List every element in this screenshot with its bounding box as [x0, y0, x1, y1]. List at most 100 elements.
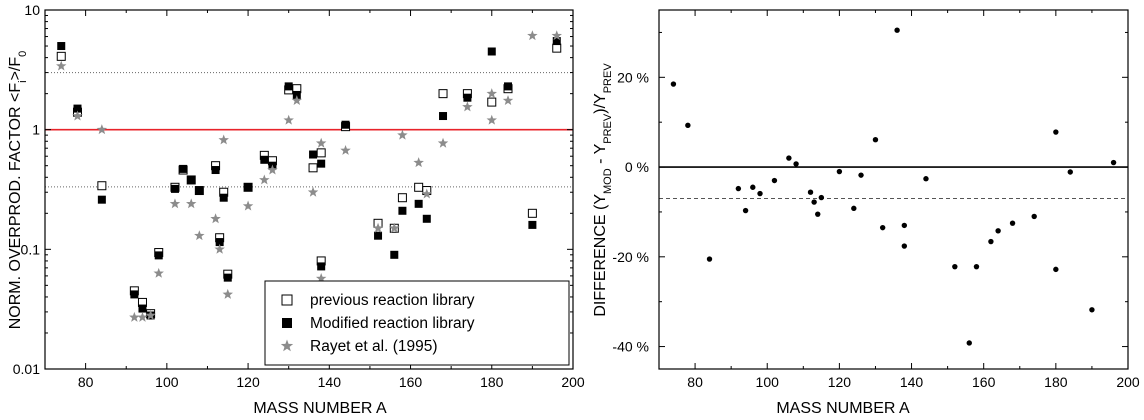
left-x-axis-label: MASS NUMBER A — [253, 400, 387, 417]
right-x-tick-label: 80 — [687, 374, 703, 390]
data-point-modified — [439, 112, 448, 121]
data-point-rayet — [194, 230, 205, 241]
data-point-rayet — [372, 222, 384, 233]
legend-label: Rayet et al. (1995) — [310, 338, 438, 355]
left-chart: 80 100 120 140 160 180 200 0.01 0.1 1 10 MASS NUMB… — [7, 2, 585, 417]
data-point-previous — [487, 97, 497, 107]
data-point-difference — [1031, 213, 1037, 220]
left-y-axis-label: NORM. OVERPROD. FACTOR <Fi>/F0 — [7, 51, 29, 330]
data-point-rayet — [259, 174, 270, 185]
data-point-difference — [1009, 220, 1016, 226]
data-point-rayet — [242, 200, 254, 211]
data-point-rayet — [397, 129, 408, 140]
data-point-difference — [923, 176, 929, 182]
data-point-modified — [552, 37, 561, 46]
data-point-difference — [793, 161, 799, 167]
data-point-difference — [685, 122, 691, 129]
legend-open-square-icon — [281, 294, 293, 306]
left-y-tick-label: 1 — [32, 122, 40, 138]
data-point-difference — [851, 205, 857, 212]
data-point-previous — [527, 208, 537, 218]
legend-box — [264, 280, 570, 366]
right-x-tick-label: 160 — [972, 374, 996, 390]
data-point-rayet — [462, 101, 473, 112]
data-point-difference — [973, 263, 980, 270]
data-point-difference — [750, 184, 756, 190]
data-point-difference — [872, 136, 879, 143]
data-point-difference — [858, 172, 864, 178]
data-point-difference — [1053, 266, 1059, 273]
data-point-modified — [179, 164, 188, 173]
data-point-modified — [341, 120, 350, 129]
data-point-difference — [1053, 129, 1059, 135]
data-point-rayet — [145, 309, 156, 320]
left-x-tick-label: 200 — [561, 374, 585, 390]
data-point-difference — [786, 155, 792, 161]
data-point-rayet — [291, 95, 303, 106]
data-point-difference — [706, 256, 713, 262]
data-point-rayet — [307, 186, 319, 197]
data-point-modified — [390, 250, 399, 259]
left-x-tick-label: 100 — [155, 374, 179, 390]
data-point-previous — [308, 163, 318, 173]
right-y-tick-label: -40 % — [612, 339, 649, 355]
data-point-rayet — [551, 30, 562, 41]
legend-label: previous reaction library — [310, 292, 475, 309]
data-point-modified — [154, 251, 163, 260]
right-x-tick-label: 100 — [756, 374, 780, 390]
data-point-rayet — [218, 134, 229, 145]
data-point-difference — [995, 228, 1001, 234]
left-legend: previous reaction library Modified reacti… — [264, 280, 570, 366]
data-point-difference — [836, 168, 843, 175]
right-y-tick-label: -20 % — [612, 249, 649, 265]
left-x-tick-label: 80 — [78, 374, 94, 390]
data-point-difference — [771, 177, 778, 184]
data-point-modified — [463, 93, 472, 102]
data-point-modified — [73, 104, 82, 113]
data-point-rayet — [96, 124, 108, 135]
data-point-difference — [807, 189, 814, 195]
data-point-difference — [811, 199, 817, 205]
data-point-modified — [215, 238, 224, 247]
right-x-tick-label: 140 — [900, 374, 924, 390]
data-point-difference — [1110, 159, 1117, 166]
data-point-modified — [260, 155, 269, 164]
data-point-modified — [317, 159, 326, 168]
data-point-rayet — [502, 95, 514, 106]
data-point-rayet — [413, 157, 424, 168]
data-point-modified — [223, 273, 232, 282]
data-point-difference — [988, 238, 994, 245]
data-point-modified — [317, 262, 326, 271]
data-point-difference — [952, 263, 958, 270]
data-point-modified — [309, 150, 318, 159]
data-point-modified — [138, 304, 147, 313]
data-point-modified — [244, 183, 253, 192]
data-point-modified — [414, 199, 423, 208]
data-point-modified — [504, 82, 513, 91]
left-x-tick-label: 180 — [480, 374, 504, 390]
data-point-rayet — [185, 198, 197, 209]
right-chart: 80 100 120 140 160 180 200 -40 % -20 % 0 % 20 % MA… — [592, 9, 1140, 417]
right-y-tick-label: 20 % — [617, 69, 649, 85]
data-point-previous — [56, 51, 66, 61]
right-x-tick-label: 120 — [828, 374, 852, 390]
data-point-rayet — [267, 164, 278, 175]
legend-filled-square-icon — [282, 318, 292, 328]
data-point-rayet — [486, 114, 497, 125]
data-point-modified — [487, 47, 496, 56]
data-point-modified — [374, 231, 383, 240]
data-point-difference — [879, 224, 886, 231]
left-x-tick-label: 120 — [236, 374, 260, 390]
data-point-difference — [1089, 307, 1095, 313]
data-point-modified — [219, 193, 228, 202]
data-point-modified — [195, 186, 204, 195]
data-point-rayet — [214, 243, 225, 254]
right-x-axis-label: MASS NUMBER A — [776, 400, 910, 417]
data-point-modified — [130, 290, 139, 299]
data-point-rayet — [527, 30, 538, 41]
data-point-difference — [757, 190, 763, 197]
data-point-modified — [422, 214, 431, 223]
data-point-rayet — [222, 288, 233, 299]
data-point-difference — [901, 243, 908, 249]
data-point-rayet — [340, 144, 351, 155]
